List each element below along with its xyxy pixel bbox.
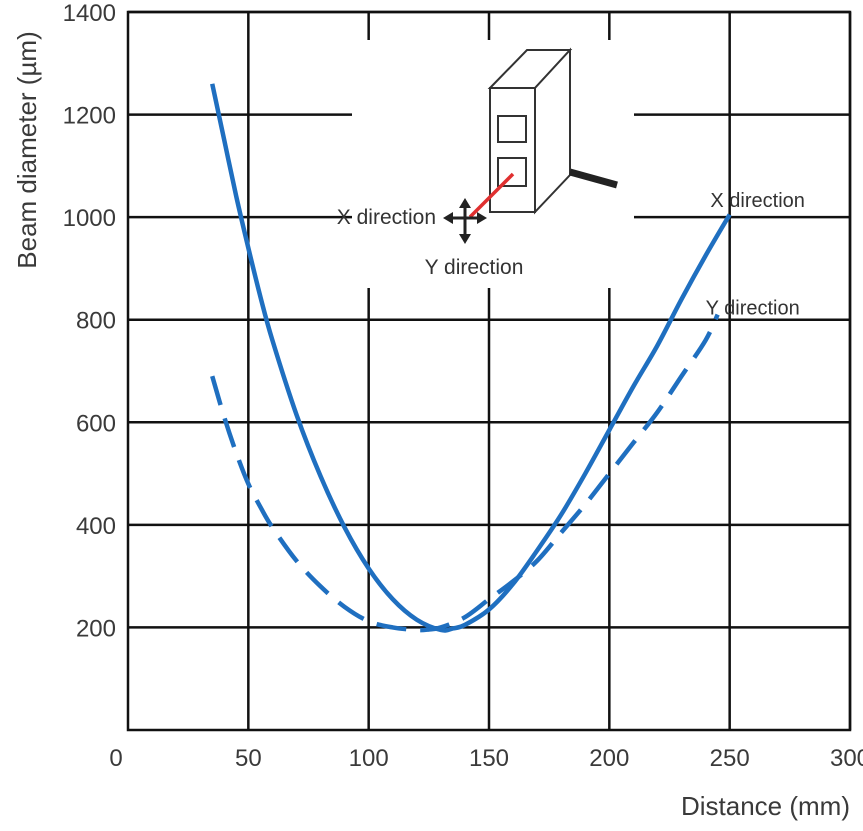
x-tick-label: 200 <box>589 745 629 772</box>
y-axis-title: Beam diameter (µm) <box>12 31 42 268</box>
y-tick-label: 200 <box>76 615 116 642</box>
plot-frame <box>126 10 852 732</box>
arrowhead-right <box>477 212 487 224</box>
series-layer <box>210 83 732 633</box>
x-tick-label: 300 <box>830 745 863 772</box>
sensor-front <box>489 87 536 213</box>
x-tick-label: 250 <box>710 745 750 772</box>
y-tick-label: 400 <box>76 513 116 540</box>
y-tick-label: 1400 <box>63 0 116 27</box>
x-tick-label: 50 <box>235 745 262 772</box>
arrowhead-down <box>459 234 471 244</box>
x-tick-label: 100 <box>349 745 389 772</box>
tick-labels: 0 50 100 150 200 250 300 200 400 600 800 1000 1200 14… <box>63 0 863 772</box>
series-line-y-direction <box>210 313 720 633</box>
axis-frame <box>126 10 852 732</box>
y-tick-label: 1000 <box>63 205 116 232</box>
x-tick-label: 150 <box>469 745 509 772</box>
inset-x-direction-label: X direction <box>337 206 436 229</box>
laser-beam <box>468 172 515 219</box>
y-tick-label: 1200 <box>63 103 116 130</box>
x-axis-title: Distance (mm) <box>681 791 850 821</box>
sensor-cable <box>569 168 618 189</box>
x-tick-label: 0 <box>109 745 122 772</box>
inset-y-direction-label: Y direction <box>425 256 524 279</box>
sensor-window-upper <box>497 115 527 143</box>
series-annotations: X direction Y direction <box>706 190 805 320</box>
arrowhead-left <box>443 212 453 224</box>
sensor-inset-diagram: X direction Y direction <box>337 40 634 288</box>
y-tick-label: 800 <box>76 308 116 335</box>
series-line-x-direction <box>210 83 732 633</box>
y-tick-label: 600 <box>76 410 116 437</box>
series-annotation-x-direction: X direction <box>710 190 805 212</box>
series-annotation-y-direction: Y direction <box>706 298 800 320</box>
arrowhead-up <box>459 198 471 208</box>
sensor-window-lower <box>497 157 527 187</box>
